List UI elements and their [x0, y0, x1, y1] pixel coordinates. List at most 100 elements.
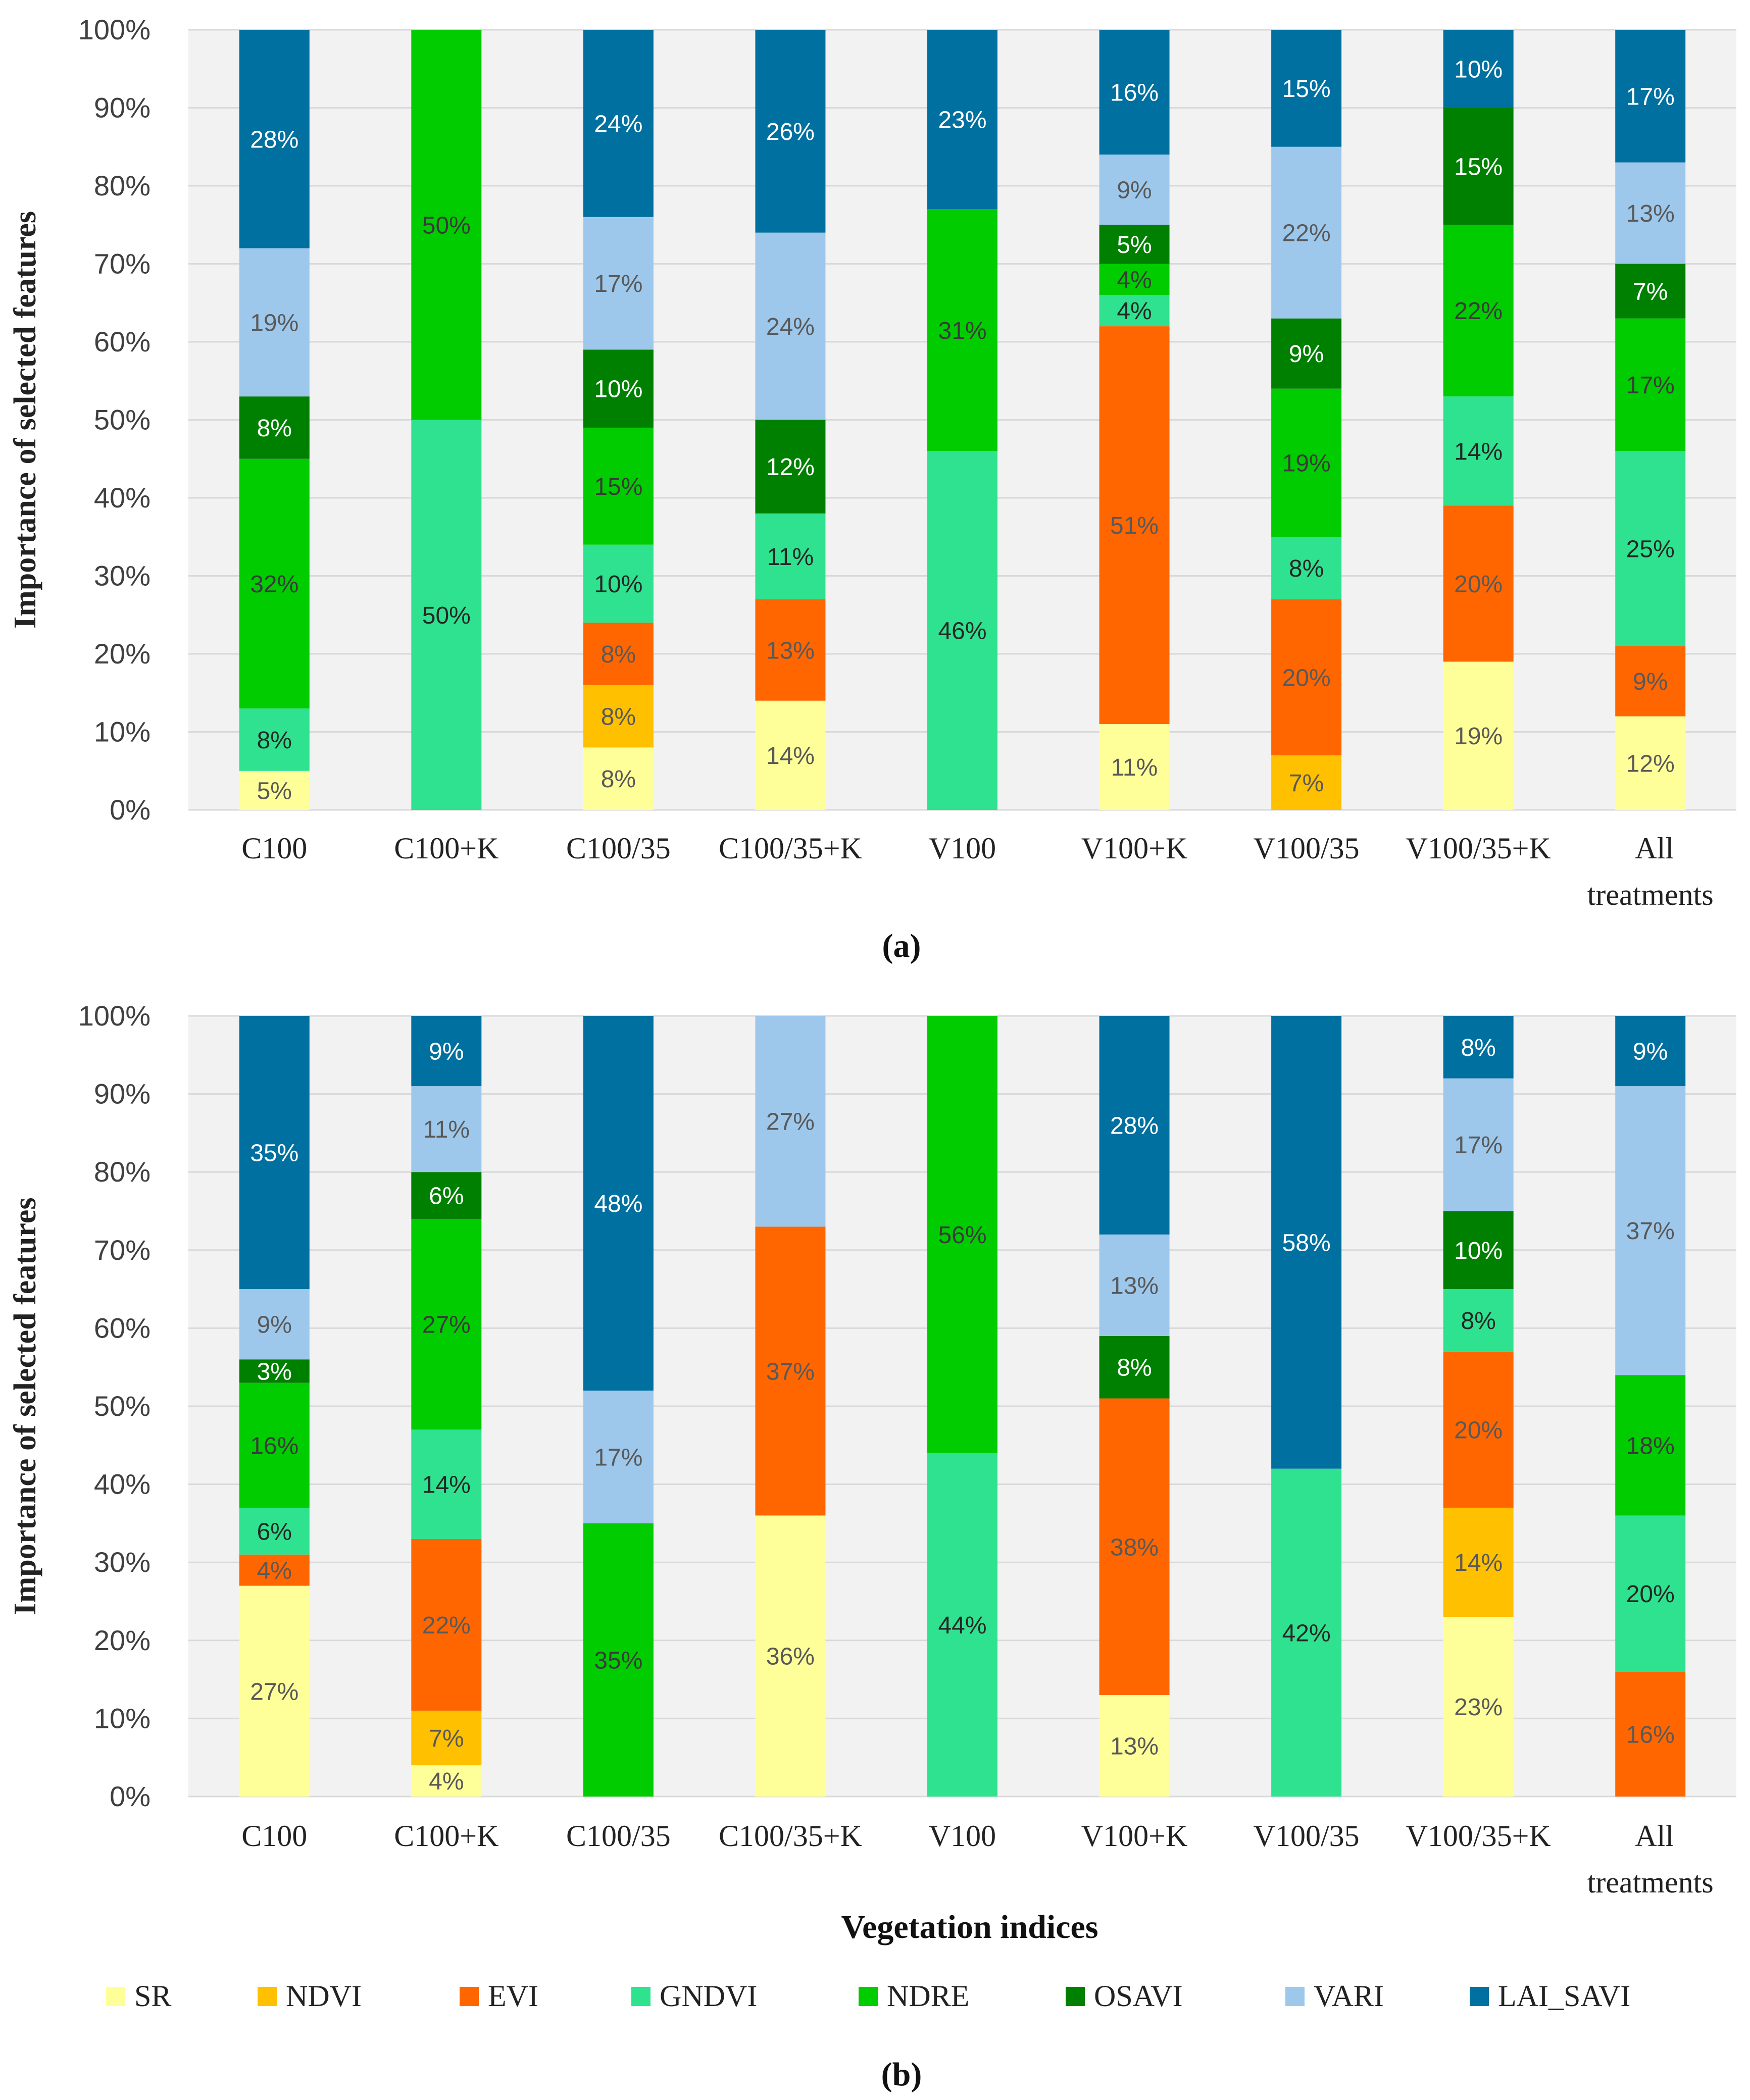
data-label: 19% [1454, 723, 1503, 750]
data-label: 11% [423, 1116, 470, 1143]
y-tick-label: 60% [94, 1312, 151, 1344]
y-tick-label: 60% [94, 326, 151, 357]
data-label: 36% [766, 1644, 815, 1670]
x-axis-title: Vegetation indices [841, 1909, 1098, 1945]
bar-segment-ndre [927, 209, 997, 451]
data-label: 22% [1282, 220, 1331, 247]
x-tick-label: C100/35 [566, 832, 671, 865]
data-label: 51% [1110, 513, 1159, 539]
x-tick-label: V100/35 [1254, 1819, 1360, 1853]
bar-segment-osavi [1443, 108, 1514, 225]
legend-item-osavi: OSAVI [1066, 1979, 1183, 2013]
y-tick-label: 0% [110, 794, 151, 826]
data-label: 15% [1454, 153, 1503, 180]
bar-segment-lai_savi [411, 1016, 482, 1087]
x-tick-label: C100/35+K [719, 1819, 862, 1853]
bar-segment-gndvi [411, 420, 482, 810]
data-label: 23% [938, 107, 986, 134]
bar-segment-gndvi [1615, 451, 1686, 646]
data-label: 32% [250, 571, 298, 598]
data-label: 27% [250, 1678, 298, 1705]
legend-label: NDRE [887, 1979, 969, 2013]
legend-swatch [1285, 1987, 1305, 2006]
bar-segment-osavi [1615, 264, 1686, 319]
data-label: 12% [1626, 750, 1675, 777]
bar-segment-gndvi [1271, 1468, 1342, 1797]
y-tick-label: 80% [94, 170, 151, 201]
bar-segment-gndvi [1615, 1515, 1686, 1672]
bar-segment-osavi [583, 349, 654, 428]
data-label: 19% [250, 310, 298, 336]
y-tick-label: 10% [94, 1702, 151, 1734]
data-label: 25% [1626, 536, 1675, 562]
x-tick-label: C100/35+K [719, 832, 862, 865]
bar-segment-ndre [1615, 318, 1686, 451]
data-label: 50% [422, 602, 471, 629]
data-label: 28% [250, 126, 298, 153]
legend-item-sr: SR [106, 1979, 171, 2013]
data-label: 6% [429, 1183, 464, 1210]
data-label: 9% [1633, 669, 1668, 695]
x-tick-label: C100/35 [566, 1819, 671, 1853]
bar-segment-ndre [1271, 388, 1342, 537]
bar-segment-vari [239, 1289, 310, 1360]
bar-segment-lai_savi [1099, 30, 1170, 155]
data-label: 13% [1110, 1272, 1159, 1299]
data-label: 26% [766, 119, 815, 145]
bar-segment-vari [1099, 1234, 1170, 1336]
x-tick-label: V100 [929, 1819, 996, 1853]
data-label: 37% [766, 1358, 815, 1385]
y-tick-label: 90% [94, 1078, 151, 1110]
data-label: 10% [594, 376, 642, 403]
bar-segment-evi [1099, 1398, 1170, 1696]
x-tick-label: V100+K [1081, 832, 1188, 865]
x-tick-label: V100/35 [1254, 832, 1360, 865]
legend-label: SR [134, 1979, 171, 2013]
y-tick-label: 40% [94, 482, 151, 514]
bar-segment-evi [583, 623, 654, 685]
legend-item-ndre: NDRE [859, 1979, 969, 2013]
bar-segment-sr [1443, 1617, 1514, 1797]
data-label: 4% [257, 1558, 292, 1584]
data-label: 27% [422, 1312, 471, 1339]
legend-swatch [258, 1987, 277, 2006]
bar-segment-gndvi [583, 544, 654, 623]
legend-item-lai_savi: LAI_SAVI [1470, 1979, 1630, 2013]
data-label: 8% [1461, 1035, 1495, 1061]
bar-segment-ndvi [411, 1710, 482, 1766]
y-tick-label: 100% [78, 1000, 151, 1032]
y-tick-label: 30% [94, 1546, 151, 1578]
bar-segment-sr [583, 747, 654, 810]
bar-segment-sr [239, 1585, 310, 1797]
bar-segment-osavi [411, 1172, 482, 1219]
y-axis-title: Importance of selected features [8, 211, 42, 629]
bar-segment-vari [239, 248, 310, 397]
y-tick-label: 20% [94, 638, 151, 670]
data-label: 20% [1626, 1581, 1675, 1608]
y-tick-label: 0% [110, 1780, 151, 1812]
bar-segment-vari [1271, 146, 1342, 319]
x-tick-label: All [1635, 832, 1674, 865]
bar-segment-gndvi [1271, 537, 1342, 599]
data-label: 16% [1110, 80, 1159, 107]
bar-segment-evi [755, 599, 826, 701]
bar-segment-ndvi [1443, 1507, 1514, 1617]
bar-segment-lai_savi [1615, 30, 1686, 163]
data-label: 35% [594, 1647, 642, 1674]
bar-segment-sr [1443, 661, 1514, 810]
bar-segment-lai_savi [583, 1016, 654, 1391]
legend-label: VARI [1314, 1979, 1384, 2013]
data-label: 56% [938, 1222, 986, 1249]
data-label: 4% [1117, 298, 1152, 325]
bar-segment-evi [239, 1554, 310, 1586]
y-tick-label: 70% [94, 1234, 151, 1266]
chart-panel-b: 0% 10% 20% 30% 40% 50% 60% 70% 80% 90% 100% 27% 4% 6%… [8, 1000, 1736, 2093]
bar-segment-osavi [1443, 1211, 1514, 1290]
legend-swatch [1470, 1987, 1489, 2006]
data-label: 5% [257, 778, 292, 804]
bar-segment-ndre [1099, 264, 1170, 295]
bar-segment-vari [583, 1391, 654, 1523]
legend-swatch [631, 1987, 651, 2006]
bar-segment-gndvi [927, 451, 997, 810]
data-label: 4% [1117, 267, 1152, 293]
